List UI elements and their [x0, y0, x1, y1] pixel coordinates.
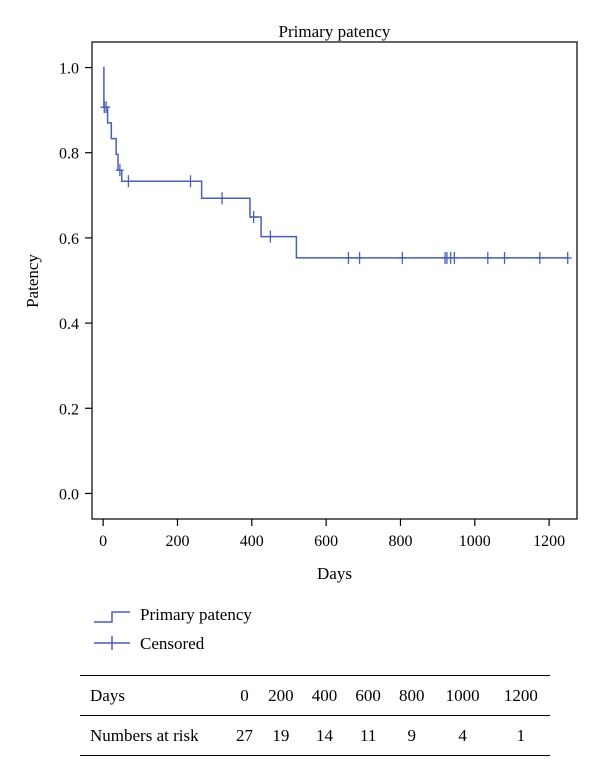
table-cell: 4	[458, 725, 467, 745]
table-row-days: Days 0 200 400 600 800 1000 1200	[80, 675, 550, 716]
table-cell: 800	[399, 685, 425, 705]
table-cell: 1000	[445, 685, 480, 705]
table-cell: 11	[359, 725, 377, 745]
table-cell: 9	[407, 725, 417, 745]
censored-marker	[218, 192, 227, 205]
y-axis-label: Patency	[23, 254, 42, 308]
x-axis-label: Days	[317, 564, 352, 583]
plot-frame	[91, 41, 578, 520]
x-tick-label: 0	[99, 533, 107, 550]
legend-step-swatch	[94, 611, 130, 623]
censored-marker	[115, 164, 124, 177]
censored-marker	[563, 251, 572, 264]
legend-label-primary-patency: Primary patency	[140, 605, 252, 624]
censored-marker	[102, 101, 111, 114]
table-cell: 1200	[503, 685, 538, 705]
table-cell: 400	[311, 685, 338, 705]
legend: Primary patency Censored	[94, 605, 252, 653]
table-cell: 200	[268, 685, 294, 705]
numbers-at-risk-table: Days 0 200 400 600 800 1000 1200 Numbers…	[80, 675, 550, 756]
y-tick-label: 0.4	[59, 316, 79, 333]
y-axis: 0.0 0.2 0.4 0.6 0.8 1.0	[59, 61, 92, 503]
y-tick-label: 0.0	[59, 486, 79, 503]
legend-label-censored: Censored	[140, 634, 205, 653]
table-cell: 14	[316, 725, 334, 745]
censored-marker	[450, 251, 459, 264]
table-row-numbers-at-risk: Numbers at risk 27 19 14 11 9 4 1	[80, 716, 550, 756]
table-cell: 600	[355, 685, 381, 705]
y-tick-label: 0.2	[59, 401, 79, 418]
censored-marker	[535, 251, 544, 264]
x-axis: 0 200 400 600 800 1000 1200	[99, 519, 565, 550]
series-line-primary-patency	[103, 66, 568, 259]
table-cell: 19	[272, 725, 290, 745]
chart-title: Primary patency	[279, 22, 391, 41]
censored-marker	[266, 230, 275, 243]
x-tick-label: 600	[314, 533, 338, 550]
censored-marker	[355, 251, 364, 264]
censored-marker	[249, 211, 258, 224]
censored-marker	[500, 251, 509, 264]
x-tick-label: 800	[388, 533, 412, 550]
censored-marker	[483, 251, 492, 264]
censored-marker	[186, 175, 195, 188]
y-tick-label: 0.8	[59, 146, 79, 163]
censored-marker	[344, 251, 353, 264]
x-tick-label: 200	[165, 533, 189, 550]
row-label-days: Days	[90, 685, 125, 705]
censored-marker	[124, 175, 133, 188]
x-tick-label: 400	[240, 533, 264, 550]
y-tick-label: 0.6	[59, 231, 79, 248]
y-tick-label: 1.0	[59, 61, 79, 78]
row-label-numbers-at-risk: Numbers at risk	[90, 725, 199, 745]
table-cell: 1	[516, 725, 526, 745]
censored-marker	[398, 251, 407, 264]
censored-markers	[100, 101, 572, 264]
table-cell: 0	[240, 685, 249, 705]
x-tick-label: 1000	[459, 533, 491, 550]
table-cell: 27	[236, 725, 254, 745]
x-tick-label: 1200	[533, 533, 565, 550]
